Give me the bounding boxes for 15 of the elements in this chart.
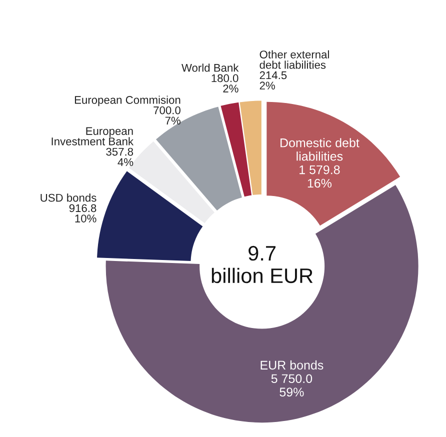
text: 9.7 billion EUR: [212, 246, 313, 284]
data-label: 357.8 4%: [106, 148, 134, 166]
slice-label: USD bonds: [40, 194, 96, 202]
data-label: 5 750.0 59%: [271, 374, 312, 397]
slice-label: EUR bonds: [260, 360, 324, 370]
slice-label: Other external debt liabilities: [260, 50, 329, 69]
data-label: 180.0 2%: [212, 74, 238, 92]
data-label: 214.5 2%: [260, 71, 287, 90]
data-label: 1 579.8 16%: [300, 165, 340, 188]
slice-label: European Investment Bank: [52, 127, 134, 146]
slice-label: Domestic debt liabilities: [280, 138, 360, 161]
data-label: 916.8 10%: [69, 204, 96, 222]
data-label: 700.0 7%: [154, 106, 180, 125]
slice-label: European Commision: [74, 96, 180, 106]
slice-label: World Bank: [182, 64, 239, 72]
